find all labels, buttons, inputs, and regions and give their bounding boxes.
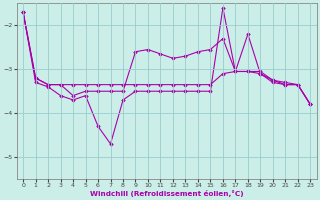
X-axis label: Windchill (Refroidissement éolien,°C): Windchill (Refroidissement éolien,°C) [90,190,244,197]
